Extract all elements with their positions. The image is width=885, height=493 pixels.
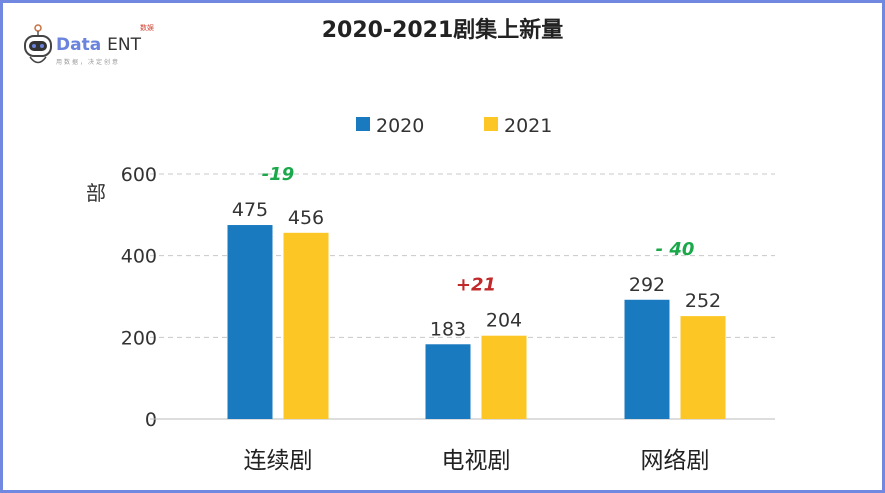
x-tick-label: 连续剧 (244, 448, 313, 474)
legend-label: 2020 (376, 115, 424, 137)
bar-2021 (283, 232, 329, 419)
bar-2020 (624, 299, 670, 419)
logo-text: Data ENT (56, 35, 141, 55)
x-tick-label: 电视剧 (442, 448, 511, 474)
change-annotation: +21 (456, 275, 496, 296)
change-annotation: -19 (262, 164, 295, 185)
logo: Data ENT 数娱 用数据，决定创意 (22, 24, 172, 70)
bar-2020 (227, 225, 273, 419)
y-tick-label: 0 (145, 409, 157, 431)
bar-2021 (680, 316, 726, 419)
data-label: 475 (232, 199, 268, 221)
change-annotation: - 40 (656, 239, 695, 260)
y-tick-label: 200 (121, 327, 157, 349)
y-axis-label: 部 (86, 181, 106, 205)
bar-2021 (481, 335, 527, 419)
data-label: 204 (486, 310, 522, 332)
logo-tagline: 用数据，决定创意 (56, 59, 121, 66)
data-label: 292 (629, 274, 665, 296)
data-label: 456 (288, 207, 324, 229)
legend-label: 2021 (504, 115, 552, 137)
data-label: 252 (685, 290, 721, 312)
legend-swatch (484, 117, 498, 131)
y-tick-label: 600 (121, 164, 157, 186)
legend-swatch (356, 117, 370, 131)
robot-icon (24, 24, 52, 64)
x-tick-label: 网络剧 (641, 448, 710, 474)
data-label: 183 (430, 318, 466, 340)
chart-title: 2020-2021剧集上新量 (321, 18, 564, 43)
y-tick-label: 400 (121, 246, 157, 268)
bar-2020 (425, 344, 471, 419)
logo-tag: 数娱 (140, 24, 154, 32)
